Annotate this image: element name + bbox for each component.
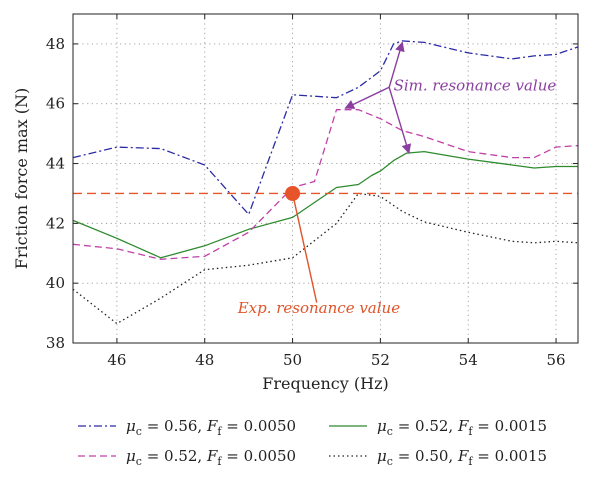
legend-label: μc = 0.56, Ff = 0.0050 (126, 417, 296, 438)
series-line-4 (72, 192, 579, 325)
annotation-label: Exp. resonance value (237, 299, 401, 317)
y-axis-label: Friction force max (N) (12, 88, 31, 269)
x-axis-label: Frequency (Hz) (262, 374, 389, 393)
x-tick-label: 56 (546, 351, 565, 369)
x-tick-label: 50 (283, 351, 302, 369)
y-tick-label: 48 (46, 35, 65, 53)
legend-label: μc = 0.52, Ff = 0.0050 (126, 447, 296, 468)
y-tick-label: 38 (46, 334, 65, 352)
annotation-layer: Sim. resonance value Exp. resonance value (237, 41, 557, 317)
annotation-arrow (388, 87, 412, 155)
legend-label: μc = 0.50, Ff = 0.0015 (377, 447, 547, 468)
y-tick-label: 44 (46, 155, 65, 173)
x-tick-label: 54 (459, 351, 478, 369)
y-tick-label: 40 (46, 274, 65, 292)
y-tick-label: 46 (46, 95, 65, 113)
legend-label: μc = 0.52, Ff = 0.0015 (377, 417, 547, 438)
annotation-label: Sim. resonance value (394, 76, 557, 94)
annotation-arrow (344, 86, 390, 109)
annotation-arrow (388, 41, 405, 88)
annotation-arrow (291, 193, 318, 303)
x-tick-label: 52 (371, 351, 390, 369)
x-tick-label: 48 (195, 351, 214, 369)
y-tick-label: 42 (46, 214, 65, 232)
plot-frame (72, 13, 579, 344)
legend: μc = 0.56, Ff = 0.0050 μc = 0.52, Ff = 0.… (78, 417, 547, 468)
axis-ticks: 46 48 50 52 54 56 38 40 42 44 46 48 (46, 14, 578, 369)
experimental-point (285, 185, 301, 201)
series-line-3 (72, 109, 579, 260)
series-line-2 (72, 150, 578, 259)
series-line-1 (72, 40, 579, 216)
x-tick-label: 46 (107, 351, 126, 369)
series-layer (72, 40, 579, 325)
grid-lines (73, 14, 578, 344)
